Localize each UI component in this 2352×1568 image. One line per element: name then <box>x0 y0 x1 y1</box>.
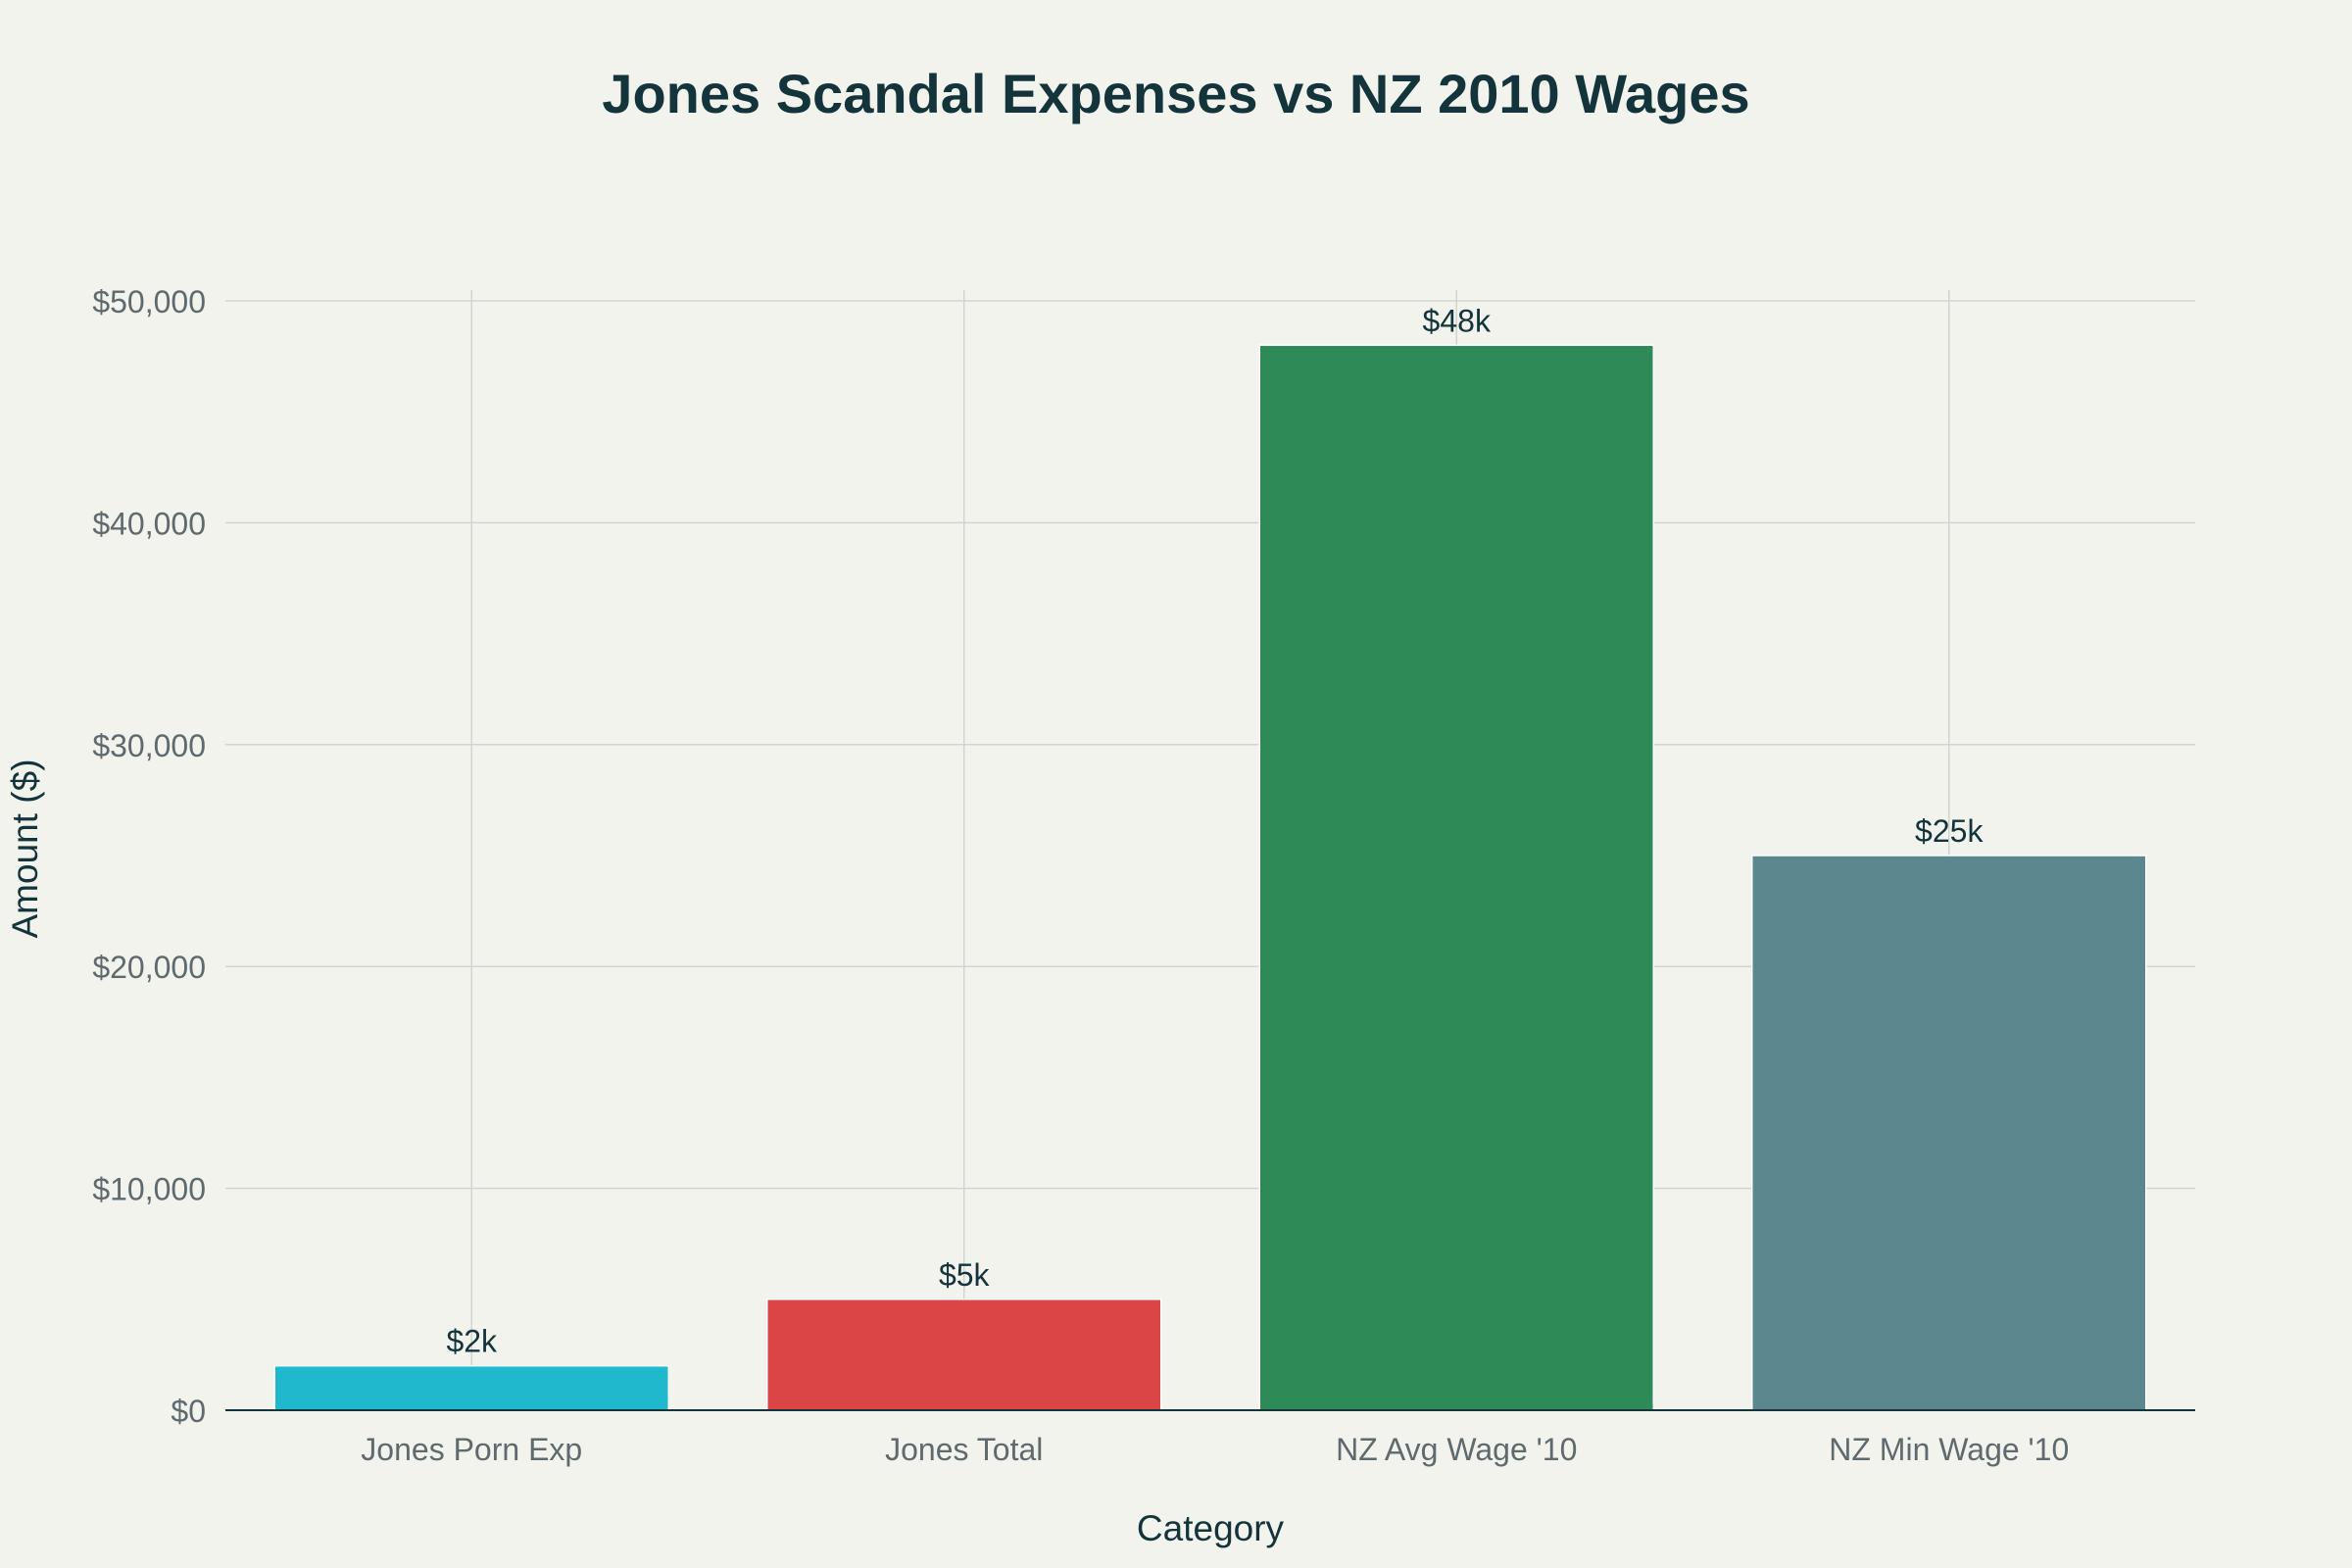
bar <box>1751 855 2147 1411</box>
bar <box>1258 344 1654 1411</box>
chart-title: Jones Scandal Expenses vs NZ 2010 Wages <box>602 63 1749 124</box>
y-tick-label: $20,000 <box>92 950 206 985</box>
y-tick-label: $0 <box>171 1394 206 1429</box>
labels: $0 $10,000 $20,000 $30,000 $40,000 $50,000 $2k… <box>92 284 2069 1467</box>
x-axis-title: Category <box>1137 1508 1285 1548</box>
y-axis-title: Amount ($) <box>5 759 45 938</box>
bars <box>273 344 2147 1411</box>
bar <box>273 1364 669 1411</box>
bar-value-label: $5k <box>939 1257 991 1293</box>
y-tick-label: $40,000 <box>92 506 206 541</box>
y-tick-label: $50,000 <box>92 284 206 319</box>
x-tick-label: Jones Porn Exp <box>361 1432 582 1467</box>
y-tick-label: $10,000 <box>92 1172 206 1207</box>
bar-value-label: $48k <box>1423 303 1492 338</box>
x-tick-label: Jones Total <box>885 1432 1043 1467</box>
x-tick-label: NZ Min Wage '10 <box>1829 1432 2069 1467</box>
bar-value-label: $2k <box>446 1324 498 1359</box>
bar <box>766 1298 1162 1411</box>
x-tick-label: NZ Avg Wage '10 <box>1336 1432 1577 1467</box>
bar-value-label: $25k <box>1915 813 1984 849</box>
grid <box>225 290 2195 1410</box>
y-tick-label: $30,000 <box>92 728 206 763</box>
